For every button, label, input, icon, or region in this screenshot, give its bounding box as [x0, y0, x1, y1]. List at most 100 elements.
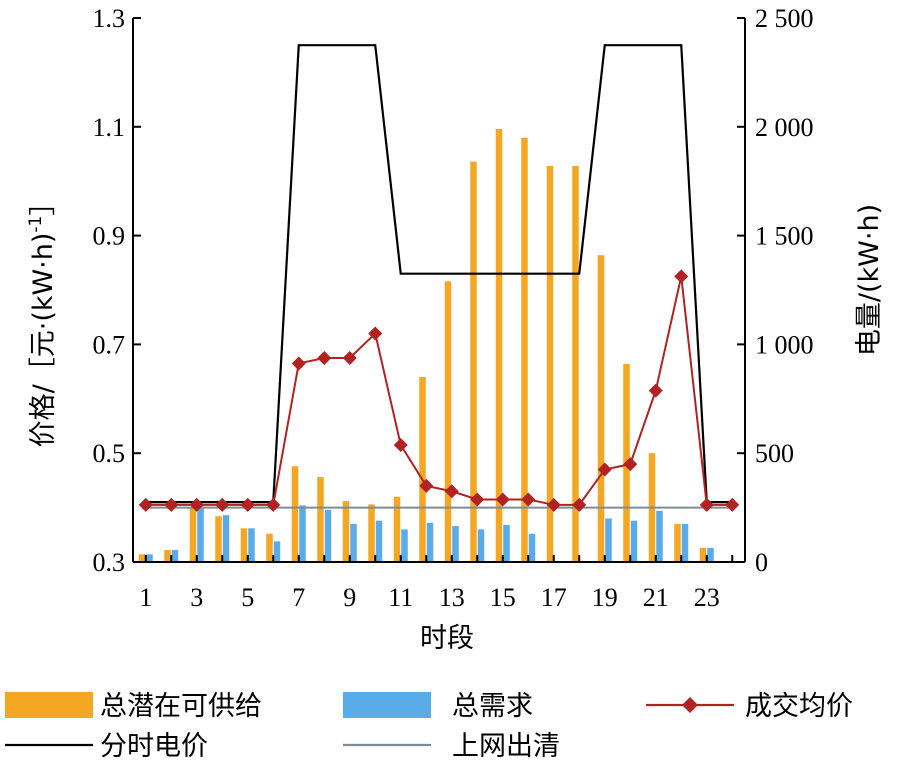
- demand-bar: [222, 515, 230, 562]
- axes-layer: 0.3 0.5 0.7 0.9 1.1 1.3 0 500 1 000 1 500 2 000 2 5…: [93, 4, 814, 612]
- supply-bar: [597, 255, 605, 562]
- demand-bar: [656, 510, 663, 562]
- supply-bar: [240, 528, 248, 562]
- legend-label: 分时电价: [100, 731, 208, 762]
- demand-bar: [273, 541, 281, 562]
- left-tick-label: 0.7: [93, 330, 126, 359]
- supply-bar: [419, 377, 426, 562]
- demand-bar: [605, 518, 612, 562]
- x-tick-label: 19: [592, 583, 618, 612]
- avg-price-point: [470, 492, 485, 507]
- avg-price-point: [546, 497, 561, 512]
- demand-bar: [324, 509, 332, 562]
- demand-bar: [350, 523, 357, 562]
- tou-price-line: [145, 44, 733, 504]
- x-tick-label: 3: [190, 583, 203, 612]
- x-axis-title: 时段: [420, 623, 474, 654]
- avg-price-point: [699, 497, 714, 512]
- demand-bar: [503, 525, 510, 562]
- x-tick-label: 1: [139, 583, 152, 612]
- demand-bar: [452, 526, 459, 562]
- legend-label: 总潜在可供给: [100, 691, 262, 722]
- demand-bar: [707, 547, 714, 562]
- left-tick-label: 0.5: [93, 439, 126, 468]
- legend-swatch-bar: [5, 692, 93, 718]
- x-tick-label: 7: [292, 583, 305, 612]
- x-tick-label: 17: [541, 583, 567, 612]
- demand-bar: [401, 529, 408, 562]
- x-tick-label: 15: [490, 583, 516, 612]
- right-tick-label: 0: [755, 548, 768, 577]
- legend-label: 上网出清: [452, 731, 560, 762]
- x-tick-label: 5: [241, 583, 254, 612]
- left-tick-label: 1.1: [93, 113, 126, 142]
- demand-bar: [630, 520, 638, 562]
- right-tick-label: 2 500: [755, 4, 814, 33]
- supply-bar: [521, 137, 528, 562]
- x-tick-label: 11: [388, 583, 413, 612]
- supply-bar: [342, 501, 350, 562]
- demand-bar: [426, 522, 434, 562]
- supply-bar: [495, 128, 503, 563]
- left-axis-title: 价格/［元·(kW·h)-1］: [26, 189, 59, 448]
- avg-price-point: [240, 497, 255, 512]
- demand-bar: [681, 523, 689, 562]
- demand-bar: [248, 528, 255, 562]
- avg-price-point: [138, 497, 153, 512]
- demand-bar: [477, 529, 485, 562]
- x-tick-label: 9: [343, 583, 356, 612]
- right-tick-label: 1 500: [755, 222, 814, 251]
- supply-bar: [470, 161, 477, 562]
- right-tick-label: 500: [755, 439, 794, 468]
- right-tick-label: 1 000: [755, 330, 814, 359]
- left-axis-title-sup: -1: [26, 216, 46, 233]
- demand-bar: [171, 550, 179, 562]
- avg-price-point: [572, 497, 587, 512]
- x-tick-label: 21: [643, 583, 669, 612]
- avg-price-point: [419, 478, 434, 493]
- supply-bar: [572, 165, 579, 562]
- supply-bar: [674, 523, 681, 562]
- avg-price-point: [189, 497, 204, 512]
- supply-bar: [138, 554, 146, 562]
- x-tick-label: 23: [694, 583, 720, 612]
- supply-bar: [393, 496, 401, 562]
- legend-swatch-marker: [682, 697, 698, 713]
- supply-bar: [291, 466, 299, 562]
- avg-price-point: [368, 326, 383, 341]
- left-tick-label: 1.3: [93, 4, 126, 33]
- avg-price-point: [164, 497, 179, 512]
- supply-bar: [546, 165, 554, 562]
- avg-price-point: [521, 492, 536, 507]
- demand-bar: [146, 554, 153, 562]
- legend-label: 总需求: [452, 691, 533, 722]
- supply-bar: [368, 504, 375, 562]
- supply-bar: [164, 550, 171, 562]
- right-axis-title: 电量/(kW·h): [854, 204, 885, 356]
- avg-price-point: [648, 383, 663, 398]
- avg-price-point: [393, 438, 408, 453]
- legend-swatch-bar: [343, 692, 431, 718]
- avg-price-point: [495, 492, 510, 507]
- avg-price-point: [623, 457, 638, 472]
- avg-price-line: [145, 276, 733, 506]
- x-tick-label: 13: [439, 583, 465, 612]
- line-layer: [138, 44, 740, 512]
- avg-price-point: [725, 497, 740, 512]
- avg-price-point: [597, 462, 612, 477]
- demand-bar: [299, 505, 306, 562]
- left-axis-title-suffix: ］: [28, 189, 59, 216]
- demand-bar: [375, 520, 383, 562]
- left-tick-label: 0.3: [93, 548, 126, 577]
- avg-price-point: [215, 497, 230, 512]
- right-tick-label: 2 000: [755, 113, 814, 142]
- demand-bar: [197, 507, 204, 562]
- avg-price-point: [291, 356, 306, 371]
- left-tick-label: 0.9: [93, 222, 126, 251]
- avg-price-point: [444, 484, 459, 499]
- avg-price-point: [674, 269, 689, 284]
- left-axis-title-prefix: 价格/［元·(kW·h): [28, 233, 59, 448]
- avg-price-point: [342, 351, 357, 365]
